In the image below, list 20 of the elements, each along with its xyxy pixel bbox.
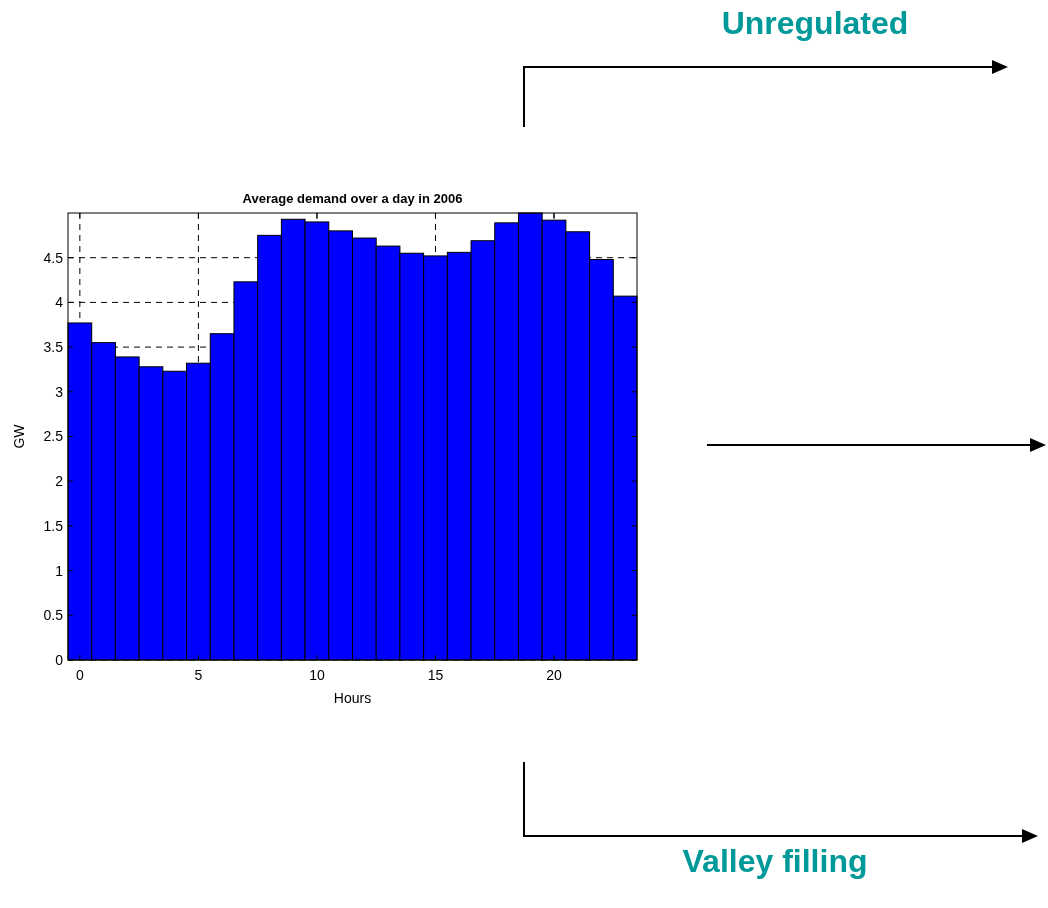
y-tick-label: 0 <box>55 651 64 668</box>
text: Unregulated <box>721 5 909 41</box>
y-tick-label: 4.5 <box>43 249 64 266</box>
y-tick-label: 2 <box>55 473 64 490</box>
y-axis-title: GW <box>11 423 27 449</box>
y-tick-label: 2.5 <box>43 428 64 445</box>
x-tick-label: 10 <box>309 667 325 683</box>
x-axis-title: Hours <box>333 690 372 706</box>
text: Valley filling <box>682 843 868 879</box>
x-tick-label: 0 <box>75 667 84 683</box>
y-tick-label: 1 <box>55 562 64 579</box>
y-tick-label: 0.5 <box>43 607 64 624</box>
x-tick-label: 20 <box>546 667 563 683</box>
y-tick-label: 3.5 <box>43 339 64 355</box>
x-tick-label: 5 <box>194 667 203 683</box>
x-tick-label: 15 <box>427 667 444 683</box>
y-tick-label: 4 <box>55 294 64 311</box>
chart-title: Average demand over a day in 2006 <box>242 191 463 206</box>
y-tick-label: 3 <box>55 383 64 400</box>
y-tick-label: 1.5 <box>43 517 64 534</box>
